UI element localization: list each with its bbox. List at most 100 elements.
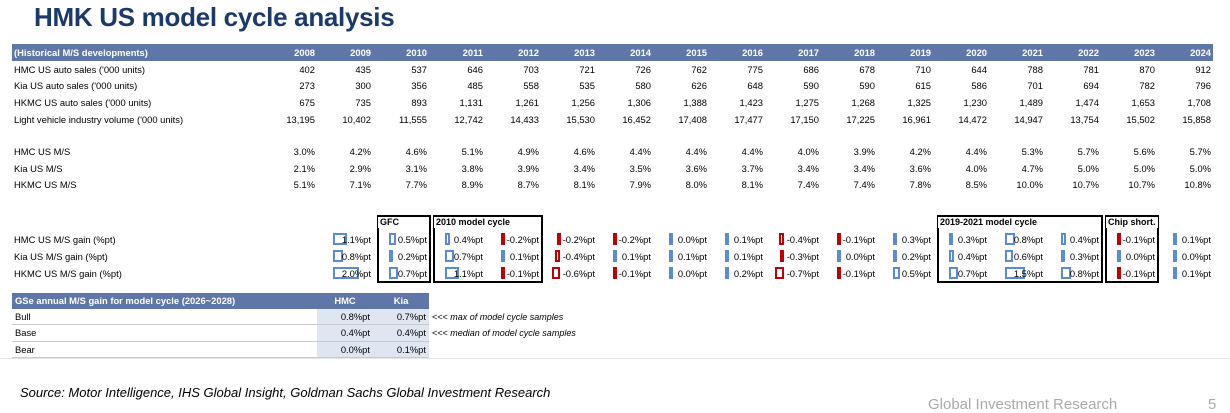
gain-value: -0.4%pt — [562, 251, 595, 263]
gain-value: 0.2%pt — [733, 267, 763, 279]
row-label: HKMC US auto sales ('000 units) — [14, 97, 152, 109]
gain-bar — [669, 266, 673, 279]
gain-cell: 0.7%pt — [373, 265, 429, 282]
gain-bar — [893, 250, 897, 263]
gain-bar — [893, 233, 897, 246]
gain-value: 2.0%pt — [341, 267, 371, 279]
table-cell: 686 — [803, 63, 819, 75]
gain-cell: 0.0%pt — [653, 265, 709, 282]
gain-bar — [949, 233, 953, 246]
gain-value: 0.2%pt — [397, 251, 427, 263]
table-cell: 615 — [915, 80, 931, 92]
table-cell: 16,961 — [902, 114, 931, 126]
row-label: HKMC US M/S — [14, 179, 77, 191]
table-cell: 5.1% — [293, 179, 315, 191]
gain-value: 1.1%pt — [453, 267, 483, 279]
row-label: Light vehicle industry volume ('000 unit… — [14, 114, 184, 126]
table-row: Light vehicle industry volume ('000 unit… — [12, 111, 1213, 128]
gain-bar — [837, 233, 841, 246]
table-cell: 8.1% — [741, 179, 763, 191]
table-cell: 10.8% — [1184, 179, 1211, 191]
table-cell: 5.0% — [1077, 162, 1099, 174]
gain-cell: 0.1%pt — [709, 231, 765, 248]
gain-value: 0.7%pt — [397, 267, 427, 279]
table-cell: 1,653 — [1131, 97, 1155, 109]
gain-bar — [389, 250, 393, 263]
table-cell: 626 — [691, 80, 707, 92]
table-cell: 8.9% — [461, 179, 483, 191]
table-row: Kia US auto sales ('000 units) 273 300 356 4… — [12, 78, 1213, 95]
gain-cell: 2.0%pt — [317, 265, 373, 282]
gain-cell: -0.1%pt — [485, 265, 541, 282]
table-cell: 10.7% — [1072, 179, 1099, 191]
gain-value: 0.1%pt — [621, 251, 651, 263]
gain-bar — [1005, 233, 1015, 246]
gain-bar — [389, 266, 398, 279]
gain-bar — [837, 266, 841, 279]
table-row: Kia US M/S gain (%pt) 0.8%pt 0.2%pt 0.7%pt 0… — [12, 248, 1213, 265]
table-cell: 14,947 — [1014, 114, 1043, 126]
gain-cell: 0.1%pt — [1157, 265, 1213, 282]
table-cell: 7.4% — [797, 179, 819, 191]
table-cell: 15,530 — [566, 114, 595, 126]
gain-value: 0.3%pt — [901, 234, 931, 246]
model-2019-box-label: 2019-2021 model cycle — [938, 217, 1040, 229]
table-cell: 735 — [355, 97, 371, 109]
table-cell: 5.7% — [1077, 145, 1099, 157]
gain-value: -0.1%pt — [506, 267, 539, 279]
table-cell: 4.6% — [573, 145, 595, 157]
gain-value: -0.1%pt — [842, 234, 875, 246]
gain-bar — [389, 233, 396, 246]
gain-value: 0.6%pt — [1013, 251, 1043, 263]
gain-cell: 0.7%pt — [429, 248, 485, 265]
gain-cell: -0.3%pt — [765, 248, 821, 265]
empty-cell — [276, 248, 317, 265]
gain-cell: -0.2%pt — [541, 231, 597, 248]
gain-cell: 0.8%pt — [317, 248, 373, 265]
table-cell: 537 — [411, 63, 427, 75]
gse-row-label: Bear — [12, 341, 317, 358]
gain-value: -0.2%pt — [618, 234, 651, 246]
gain-cell: 0.5%pt — [373, 231, 429, 248]
gain-value: 0.3%pt — [1069, 251, 1099, 263]
row-label: HMC US auto sales ('000 units) — [14, 63, 146, 75]
gain-value: -0.3%pt — [786, 251, 819, 263]
table-cell: 300 — [355, 80, 371, 92]
gain-value: 0.5%pt — [901, 267, 931, 279]
gain-bar — [780, 250, 784, 263]
gain-cell: 0.0%pt — [1101, 248, 1157, 265]
gain-bar — [725, 233, 729, 246]
table-cell: 3.8% — [461, 162, 483, 174]
gse-col-kia: Kia — [373, 293, 429, 309]
table-cell: 3.4% — [853, 162, 875, 174]
table-row: HMC US M/S 3.0% 4.2% 4.6% 5.1% 4.9% 4.6% 4.4% 4.… — [12, 143, 1213, 160]
table-cell: 646 — [467, 63, 483, 75]
year-header: 2009 — [317, 44, 373, 61]
gse-col-hmc: HMC — [317, 293, 373, 309]
gain-cell: -0.1%pt — [821, 265, 877, 282]
table-cell: 1,306 — [627, 97, 651, 109]
table-cell: 2.1% — [293, 162, 315, 174]
table-cell: 11,555 — [399, 114, 427, 126]
gain-bar — [445, 233, 450, 246]
chip-box-label: Chip short. — [1106, 217, 1158, 229]
table-cell: 590 — [859, 80, 875, 92]
table-cell: 4.6% — [405, 145, 427, 157]
table-cell: 710 — [915, 63, 931, 75]
table-cell: 703 — [523, 63, 539, 75]
table-cell: 17,477 — [734, 114, 763, 126]
table-cell: 1,261 — [515, 97, 539, 109]
gain-bar — [613, 233, 617, 246]
table-cell: 580 — [635, 80, 651, 92]
gain-value: 0.0%pt — [677, 234, 707, 246]
gse-cell: 0.4%pt — [373, 324, 429, 342]
table-cell: 4.4% — [629, 145, 651, 157]
year-header: 2015 — [653, 44, 709, 61]
gain-bar — [1173, 233, 1177, 246]
gain-bar — [1117, 250, 1121, 263]
gain-cell: 0.2%pt — [373, 248, 429, 265]
table-cell: 4.4% — [685, 145, 707, 157]
table-cell: 485 — [467, 80, 483, 92]
year-header: 2017 — [765, 44, 821, 61]
gain-cell: -0.7%pt — [765, 265, 821, 282]
